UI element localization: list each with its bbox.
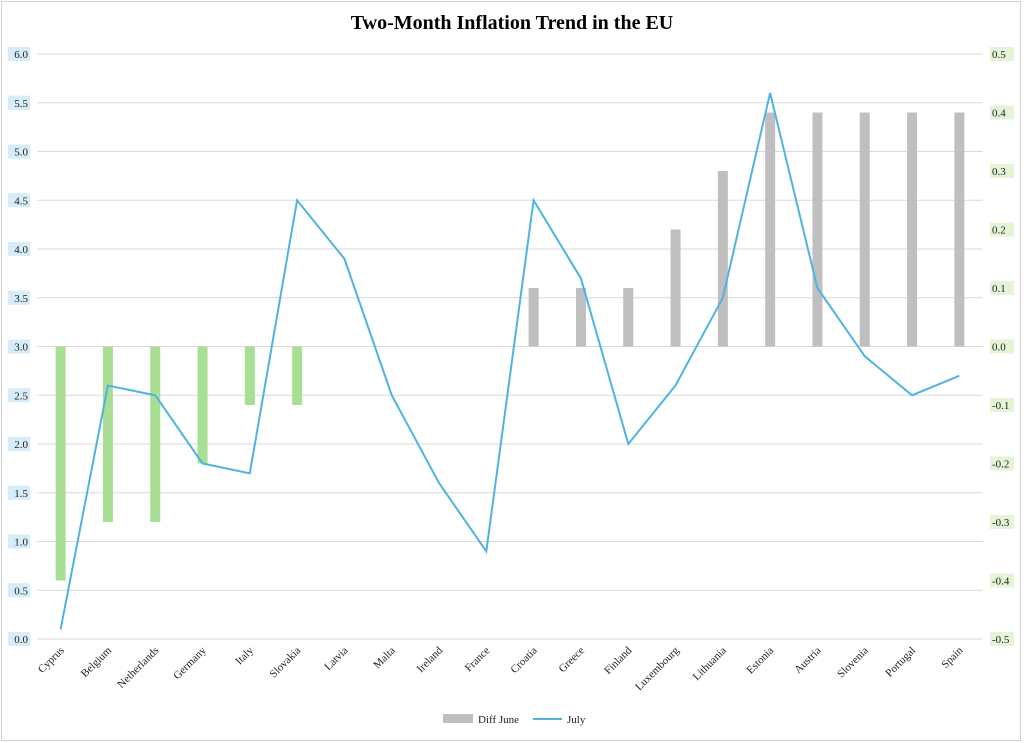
- right-tick-label: -0.5: [992, 634, 1010, 646]
- bar-diff-june: [623, 288, 634, 347]
- left-tick-label: 5.0: [14, 147, 28, 159]
- right-tick-highlight: [990, 222, 1014, 237]
- left-tick-label: 6.0: [14, 49, 28, 61]
- line-july: [59, 92, 960, 630]
- left-tick-label: 5.5: [14, 98, 28, 110]
- bar-diff-june: [55, 346, 66, 581]
- right-tick-label: 0.3: [992, 166, 1006, 178]
- left-tick-label: 2.0: [14, 439, 28, 451]
- left-tick-label: 2.5: [14, 390, 28, 402]
- bar-diff-june: [954, 112, 965, 347]
- category-label: Germany: [171, 644, 209, 682]
- category-label: Spain: [939, 644, 966, 671]
- right-tick-highlight: [990, 515, 1014, 529]
- right-tick-highlight: [990, 105, 1014, 120]
- category-label: Netherlands: [115, 645, 161, 691]
- right-tick-label: -0.3: [992, 517, 1010, 529]
- category-label: Slovenia: [835, 645, 871, 681]
- left-tick-highlight: [8, 388, 30, 403]
- right-tick-highlight: [990, 47, 1014, 61]
- bar-diff-june: [670, 229, 681, 347]
- left-tick-label: 1.5: [14, 488, 28, 500]
- right-tick-label: 0.1: [992, 283, 1006, 295]
- category-label: Latvia: [322, 645, 350, 673]
- category-label: Finland: [602, 644, 635, 677]
- right-tick-highlight: [990, 456, 1014, 471]
- right-tick-highlight: [990, 573, 1014, 588]
- right-tick-highlight: [990, 632, 1014, 646]
- category-label: Malta: [371, 645, 398, 672]
- left-tick-highlight: [8, 632, 30, 646]
- legend-swatch-diff-june: [443, 714, 473, 723]
- category-label: Croatia: [508, 645, 539, 676]
- left-tick-highlight: [8, 437, 30, 451]
- right-tick-label: 0.5: [992, 49, 1006, 61]
- category-label: Lithuania: [691, 645, 729, 683]
- right-tick-label: -0.1: [992, 400, 1009, 412]
- right-tick-label: 0.4: [992, 108, 1006, 120]
- bar-diff-june: [102, 346, 113, 522]
- left-tick-highlight: [8, 534, 30, 549]
- right-tick-highlight: [990, 164, 1014, 178]
- category-label: France: [463, 645, 493, 675]
- bar-diff-june: [197, 346, 208, 464]
- category-label: Belgium: [79, 644, 115, 680]
- category-label: Greece: [557, 645, 588, 676]
- bar-diff-june: [859, 112, 870, 347]
- left-tick-highlight: [8, 242, 30, 256]
- legend-label-diff-june: Diff June: [478, 714, 519, 726]
- chart-title: Two-Month Inflation Trend in the EU: [350, 12, 674, 34]
- right-tick-label: 0.0: [992, 342, 1006, 354]
- category-label: Portugal: [883, 645, 918, 680]
- bar-diff-june: [150, 346, 161, 522]
- bar-diff-june: [244, 346, 255, 405]
- left-tick-highlight: [8, 47, 30, 61]
- left-tick-label: 4.0: [14, 244, 28, 256]
- bar-diff-june: [765, 112, 776, 347]
- category-label: Ireland: [415, 644, 446, 675]
- left-tick-highlight: [8, 144, 30, 159]
- category-label: Austria: [792, 645, 823, 676]
- right-tick-label: -0.4: [992, 576, 1010, 588]
- left-tick-label: 3.0: [14, 342, 28, 354]
- right-tick-highlight: [990, 398, 1014, 412]
- left-tick-highlight: [8, 290, 30, 305]
- right-tick-label: 0.2: [992, 225, 1006, 237]
- left-tick-highlight: [8, 339, 30, 354]
- bar-diff-june: [575, 288, 586, 347]
- left-tick-highlight: [8, 193, 30, 208]
- left-tick-label: 4.5: [14, 195, 28, 207]
- bar-diff-june: [292, 346, 303, 405]
- bar-diff-june: [812, 112, 823, 347]
- left-tick-highlight: [8, 485, 30, 500]
- legend-label-july: July: [567, 714, 586, 726]
- left-tick-label: 3.5: [14, 293, 28, 305]
- left-tick-highlight: [8, 583, 30, 598]
- bar-diff-june: [907, 112, 918, 347]
- right-tick-highlight: [990, 339, 1014, 354]
- category-label: Italy: [233, 644, 256, 667]
- right-tick-label: -0.2: [992, 459, 1009, 471]
- category-label: Slovakia: [268, 645, 304, 681]
- bar-diff-june: [717, 171, 728, 347]
- left-tick-highlight: [8, 95, 30, 110]
- category-label: Estonia: [744, 645, 776, 677]
- left-tick-label: 1.0: [14, 537, 28, 549]
- bar-diff-june: [528, 288, 539, 347]
- category-label: Luxembourg: [633, 644, 682, 693]
- right-tick-highlight: [990, 281, 1014, 295]
- left-tick-label: 0.5: [14, 585, 28, 597]
- left-tick-label: 0.0: [14, 634, 28, 646]
- category-label: Cyprus: [36, 645, 67, 676]
